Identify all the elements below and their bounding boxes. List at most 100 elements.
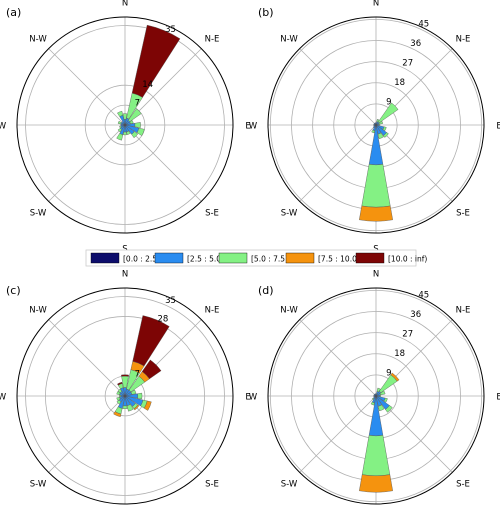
radial-tick-label: 9	[386, 369, 391, 379]
legend: [0.0 : 2.5) [2.5 : 5.0) [5.0 : 7.5) [7.5…	[85, 249, 427, 267]
windrose-panel-b: 918 27 36 45 N N-E E S-E S S-W W N-W (b)	[249, 0, 500, 255]
direction-label: S-E	[205, 209, 219, 219]
direction-label: S-E	[205, 480, 219, 490]
petal-segment	[376, 387, 381, 393]
panel-label: (c)	[6, 284, 21, 297]
petal-segment	[374, 122, 376, 125]
direction-label: W	[0, 122, 7, 132]
petal-segment	[136, 127, 145, 136]
direction-label: N-W	[29, 35, 47, 45]
petal-segment	[370, 401, 375, 406]
angular-gridline	[375, 124, 453, 202]
petal-segment	[379, 394, 381, 398]
direction-label: N-W	[29, 306, 47, 316]
radial-tick-label: 9	[386, 98, 391, 108]
windrose-panel-a: 714 35 N N-E E S-E S S-W W N-W (a)	[0, 0, 251, 255]
petal-segment	[376, 119, 380, 123]
petal-segment	[137, 392, 143, 400]
petal-segment	[117, 388, 123, 394]
petal-segment	[382, 126, 387, 131]
direction-label: N	[122, 270, 128, 280]
panel-label: (a)	[6, 6, 21, 19]
petal-segment	[378, 404, 385, 412]
direction-label: E	[245, 393, 250, 403]
direction-label: S-W	[281, 480, 298, 490]
petal-group	[113, 315, 170, 418]
petal-segment	[126, 404, 134, 412]
petal-segment	[116, 399, 122, 405]
petal-segment	[116, 396, 121, 401]
direction-label: W	[0, 393, 7, 403]
angular-gridline	[48, 395, 126, 473]
angular-gridline	[299, 124, 377, 202]
petal-segment	[113, 411, 122, 418]
direction-label: S-W	[30, 209, 47, 219]
angular-gridline	[124, 395, 202, 473]
petal-segment	[372, 125, 376, 129]
petal-segment	[116, 133, 124, 141]
petal-segment	[131, 131, 139, 139]
radial-tick-label: 14	[142, 80, 153, 90]
petal-group	[359, 102, 399, 222]
petal-segment	[127, 108, 142, 123]
panel-label: (b)	[258, 6, 274, 19]
petal-segment	[116, 391, 121, 396]
petal-segment	[390, 372, 400, 382]
direction-label: N-E	[205, 35, 220, 45]
legend-swatch-2	[218, 252, 248, 264]
angular-gridline	[299, 48, 377, 126]
radial-tick-label: 18	[394, 78, 405, 88]
polar-frame	[267, 287, 485, 505]
petal-segment	[126, 130, 131, 135]
radial-tick-label: 35	[165, 25, 176, 35]
angular-gridline	[299, 395, 377, 473]
direction-label: S-E	[456, 480, 470, 490]
direction-label: E	[496, 393, 500, 403]
radial-tick-label: 7	[135, 370, 140, 380]
legend-swatch-3	[285, 252, 315, 264]
petal-segment	[134, 122, 141, 128]
petal-segment	[141, 359, 162, 380]
petal-segment	[374, 393, 376, 396]
legend-label-0: [0.0 : 2.5)	[123, 255, 160, 264]
polar-frame	[16, 287, 234, 505]
direction-label: N-W	[280, 306, 298, 316]
petal-segment	[117, 110, 124, 117]
petal-segment	[117, 127, 123, 133]
petal-group	[116, 24, 181, 141]
petal-segment	[117, 381, 123, 386]
petal-segment	[119, 394, 122, 398]
polar-frame	[16, 16, 234, 234]
petal-segment	[371, 129, 375, 134]
angular-gridline	[48, 124, 126, 202]
petal-segment	[117, 120, 122, 125]
legend-swatch-1	[154, 252, 184, 264]
radial-tick-label: 35	[165, 296, 176, 306]
direction-label: N	[373, 0, 379, 9]
legend-swatch-4	[355, 252, 385, 264]
direction-label: S	[373, 245, 378, 255]
legend-label-4: [10.0 : inf)	[388, 255, 427, 264]
direction-label: N-E	[456, 35, 471, 45]
legend-label-1: [2.5 : 5.0)	[187, 255, 224, 264]
direction-label: N	[122, 0, 128, 9]
angular-gridline	[48, 48, 126, 126]
polar-frame	[267, 16, 485, 234]
petal-segment	[383, 132, 389, 138]
direction-label: S	[122, 245, 127, 255]
direction-label: S-W	[281, 209, 298, 219]
petal-segment	[133, 404, 140, 411]
petal-segment	[377, 132, 384, 139]
panel-label: (d)	[258, 284, 274, 297]
petal-segment	[383, 397, 388, 403]
direction-label: W	[249, 122, 258, 132]
legend-label-2: [5.0 : 7.5)	[251, 255, 288, 264]
radial-tick-label: 18	[394, 349, 405, 359]
petal-segment	[371, 397, 375, 401]
direction-label: E	[496, 122, 500, 132]
radial-tick-label: 28	[158, 315, 169, 325]
